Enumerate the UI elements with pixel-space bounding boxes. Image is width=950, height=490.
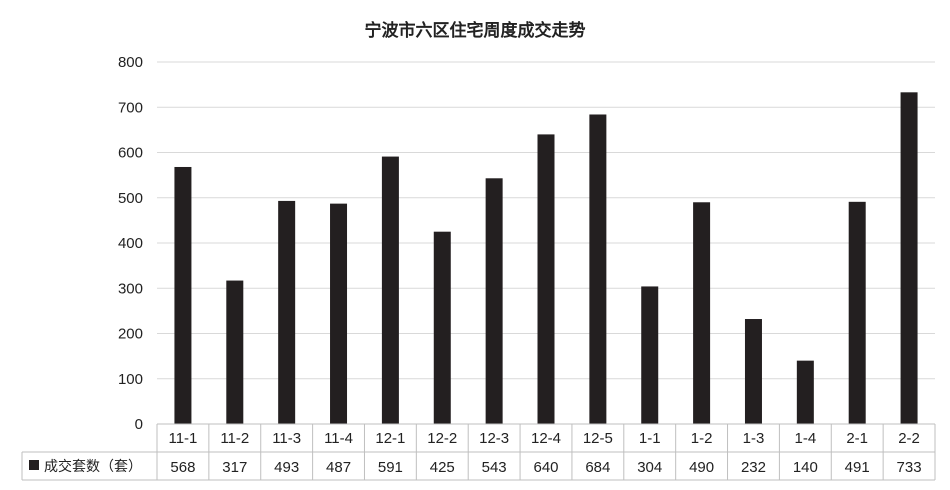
x-tick-label: 2-2 — [898, 430, 920, 447]
data-label: 640 — [533, 459, 558, 476]
bars — [174, 92, 918, 425]
y-tick-label: 400 — [118, 235, 143, 252]
x-tick-label: 12-1 — [375, 430, 405, 447]
bar — [174, 166, 192, 425]
bar — [589, 114, 607, 425]
bar — [381, 156, 399, 424]
x-tick-label: 1-2 — [691, 430, 713, 447]
x-tick-label: 11-3 — [272, 430, 301, 447]
x-tick-label: 11-1 — [168, 430, 197, 447]
x-tick-label: 1-1 — [639, 430, 661, 447]
x-tick-label: 12-5 — [583, 430, 613, 447]
bar — [796, 360, 814, 424]
bar — [278, 200, 296, 424]
data-label: 140 — [793, 459, 818, 476]
bar — [848, 201, 866, 424]
bar — [641, 286, 659, 424]
data-label: 425 — [430, 459, 455, 476]
y-axis-ticks: 0 100 200 300 400 500 600 700 800 — [118, 54, 143, 433]
x-tick-label: 12-3 — [479, 430, 509, 447]
x-tick-label: 1-3 — [743, 430, 765, 447]
chart-title: 宁波市六区住宅周度成交走势 — [365, 20, 586, 41]
data-label: 491 — [845, 459, 870, 476]
x-tick-label: 1-4 — [794, 430, 816, 447]
data-label: 232 — [741, 459, 766, 476]
y-tick-label: 700 — [118, 99, 143, 116]
bar — [485, 178, 503, 424]
bar — [693, 202, 711, 424]
bar — [537, 134, 555, 424]
x-tick-label: 2-1 — [846, 430, 868, 447]
data-label: 493 — [274, 459, 299, 476]
bar — [744, 319, 762, 424]
data-label: 684 — [585, 459, 610, 476]
data-label: 317 — [222, 459, 247, 476]
x-tick-label: 12-4 — [531, 430, 561, 447]
bar — [433, 231, 451, 424]
bar — [226, 280, 244, 424]
data-label: 568 — [170, 459, 195, 476]
y-tick-label: 600 — [118, 145, 143, 162]
y-tick-label: 100 — [118, 371, 143, 388]
x-tick-label: 11-4 — [324, 430, 353, 447]
bar — [330, 203, 348, 424]
y-tick-label: 200 — [118, 326, 143, 343]
data-label: 304 — [637, 459, 662, 476]
y-tick-label: 0 — [135, 416, 143, 433]
data-label: 543 — [482, 459, 507, 476]
data-label: 733 — [897, 459, 922, 476]
x-tick-label: 11-2 — [220, 430, 249, 447]
y-tick-label: 800 — [118, 54, 143, 71]
legend-swatch — [29, 460, 39, 470]
series-name: 成交套数（套） — [44, 458, 142, 475]
data-label: 490 — [689, 459, 714, 476]
y-tick-label: 300 — [118, 280, 143, 297]
bar — [900, 92, 918, 424]
data-table: 11-1 568 11-2 317 11-3 493 11-4 487 12-1 591 12-2 4… — [21, 423, 936, 481]
data-label: 591 — [378, 459, 403, 476]
x-tick-label: 12-2 — [427, 430, 457, 447]
data-label: 487 — [326, 459, 351, 476]
y-tick-label: 500 — [118, 190, 143, 207]
